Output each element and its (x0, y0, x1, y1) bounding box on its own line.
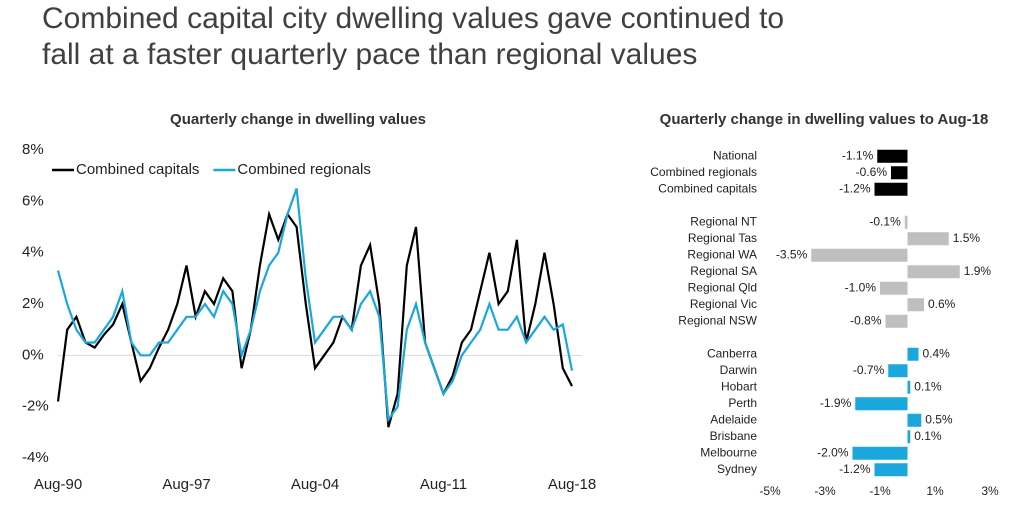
x-tick-label: -5% (759, 484, 781, 498)
category-label: Brisbane (710, 429, 758, 443)
legend-label: Combined capitals (76, 161, 199, 178)
x-tick-label: Aug-11 (420, 476, 467, 493)
category-label: Regional WA (687, 247, 757, 261)
category-label: Regional Vic (690, 297, 757, 311)
value-label: -1.9% (820, 396, 852, 410)
value-label: -1.0% (845, 280, 877, 294)
series-line (56, 209, 573, 428)
chart-title: Quarterly change in dwelling values (170, 111, 426, 128)
x-tick-label: 3% (981, 484, 999, 498)
y-tick-label: -4% (22, 449, 49, 466)
bar (907, 430, 911, 444)
chart-title: Quarterly change in dwelling values to A… (660, 111, 989, 128)
category-label: Darwin (720, 363, 757, 377)
bar (880, 281, 908, 295)
value-label: -1.2% (839, 462, 871, 476)
bar (855, 397, 908, 411)
y-tick-label: 2% (22, 295, 44, 312)
category-label: Regional Qld (688, 280, 757, 294)
value-label: -0.8% (850, 313, 882, 327)
series-line (56, 188, 574, 423)
value-label: 1.9% (964, 264, 992, 278)
x-tick-label: -3% (814, 484, 836, 498)
headline: fall at a faster quarterly pace than reg… (42, 38, 697, 71)
bar (874, 463, 908, 477)
bar (907, 347, 919, 361)
value-label: -1.1% (842, 148, 874, 162)
value-label: -0.1% (869, 214, 901, 228)
y-tick-label: 4% (22, 244, 44, 261)
x-tick-label: Aug-04 (291, 476, 339, 493)
value-label: -0.7% (853, 363, 885, 377)
bar (907, 232, 949, 246)
value-label: 0.4% (923, 346, 951, 360)
value-label: -2.0% (817, 445, 849, 459)
x-tick-label: Aug-90 (34, 476, 82, 493)
category-label: Hobart (721, 379, 758, 393)
value-label: 1.5% (953, 231, 981, 245)
bar (852, 446, 908, 460)
category-label: Sydney (717, 462, 757, 476)
bar (891, 166, 908, 180)
y-tick-label: -2% (22, 398, 49, 415)
category-label: Combined regionals (650, 165, 757, 179)
category-label: Canberra (707, 346, 757, 360)
x-tick-label: Aug-97 (162, 476, 210, 493)
legend-label: Combined regionals (237, 161, 370, 178)
category-label: Perth (728, 396, 757, 410)
category-label: Melbourne (700, 445, 757, 459)
value-label: -3.5% (776, 247, 808, 261)
bar (811, 248, 908, 262)
bar (907, 298, 924, 312)
value-label: 0.6% (928, 297, 956, 311)
bar (874, 182, 908, 196)
bar (888, 364, 908, 378)
value-label: -0.6% (856, 165, 888, 179)
value-label: 0.1% (914, 379, 942, 393)
category-label: Regional NT (690, 214, 757, 228)
headline: Combined capital city dwelling values ga… (42, 2, 784, 35)
value-label: 0.1% (914, 429, 942, 443)
bar (907, 265, 960, 279)
category-label: National (713, 148, 757, 162)
category-label: Regional NSW (678, 313, 757, 327)
x-tick-label: -1% (869, 484, 891, 498)
value-label: 0.5% (925, 412, 953, 426)
bar (907, 413, 922, 427)
y-tick-label: 0% (22, 346, 44, 363)
x-tick-label: 1% (926, 484, 944, 498)
bar (907, 380, 911, 394)
category-label: Regional SA (690, 264, 757, 278)
y-tick-label: 8% (22, 141, 44, 158)
category-label: Regional Tas (688, 231, 757, 245)
bar (885, 314, 908, 328)
x-tick-label: Aug-18 (548, 476, 596, 493)
value-label: -1.2% (839, 181, 871, 195)
category-label: Adelaide (710, 412, 757, 426)
category-label: Combined capitals (658, 181, 757, 195)
bar (877, 149, 908, 163)
y-tick-label: 6% (22, 192, 44, 209)
bar (904, 215, 908, 229)
